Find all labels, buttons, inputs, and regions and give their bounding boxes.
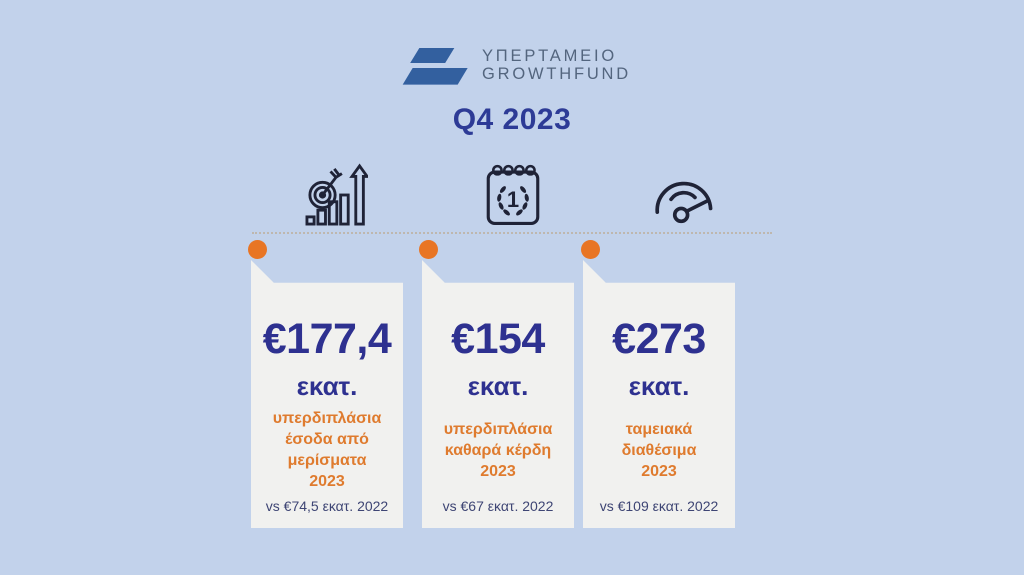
brand-logo: ΥΠΕΡΤΑΜΕΙΟ GROWTHFUND xyxy=(401,45,631,91)
timeline-dot xyxy=(419,240,438,259)
stat-comparison: vs €67 εκατ. 2022 xyxy=(442,498,554,514)
period-title: Q4 2023 xyxy=(452,103,572,136)
stat-card-cash-reserves: €273 εκατ. ταμειακά διαθέσιμα 2023 vs €1… xyxy=(583,260,735,528)
timeline-dot xyxy=(248,240,267,259)
stat-card-dividend-income: €177,4 εκατ. υπερδιπλάσια έσοδα από μερί… xyxy=(251,260,403,528)
growthfund-logo-icon xyxy=(402,48,468,85)
stat-comparison: vs €74,5 εκατ. 2022 xyxy=(265,498,389,514)
brand-name-line2: GROWTHFUND xyxy=(482,65,631,84)
target-arrow-growth-chart-icon xyxy=(304,160,368,230)
calendar-day-number: 1 xyxy=(507,187,519,212)
stat-unit: εκατ. xyxy=(628,371,690,402)
stat-unit: εκατ. xyxy=(467,371,529,402)
stat-comparison: vs €109 εκατ. 2022 xyxy=(599,498,719,514)
stat-value: €154 xyxy=(451,315,545,363)
stat-value: €273 xyxy=(612,315,706,363)
brand-name-line1: ΥΠΕΡΤΑΜΕΙΟ xyxy=(482,47,617,65)
timeline-dot xyxy=(581,240,600,259)
stat-description: υπερδιπλάσια καθαρά κέρδη 2023 xyxy=(443,420,553,480)
stat-value: €177,4 xyxy=(262,315,392,363)
timeline-dotted-line xyxy=(252,232,772,234)
stat-unit: εκατ. xyxy=(296,371,358,402)
calendar-laurel-icon: 1 xyxy=(480,161,546,229)
stat-description: υπερδιπλάσια έσοδα από μερίσματα 2023 xyxy=(272,410,382,491)
brand-name: ΥΠΕΡΤΑΜΕΙΟ GROWTHFUND xyxy=(482,45,631,84)
gauge-icon xyxy=(648,168,718,225)
stat-card-net-profit: €154 εκατ. υπερδιπλάσια καθαρά κέρδη 202… xyxy=(422,260,574,528)
stat-description: ταμειακά διαθέσιμα 2023 xyxy=(621,420,697,480)
